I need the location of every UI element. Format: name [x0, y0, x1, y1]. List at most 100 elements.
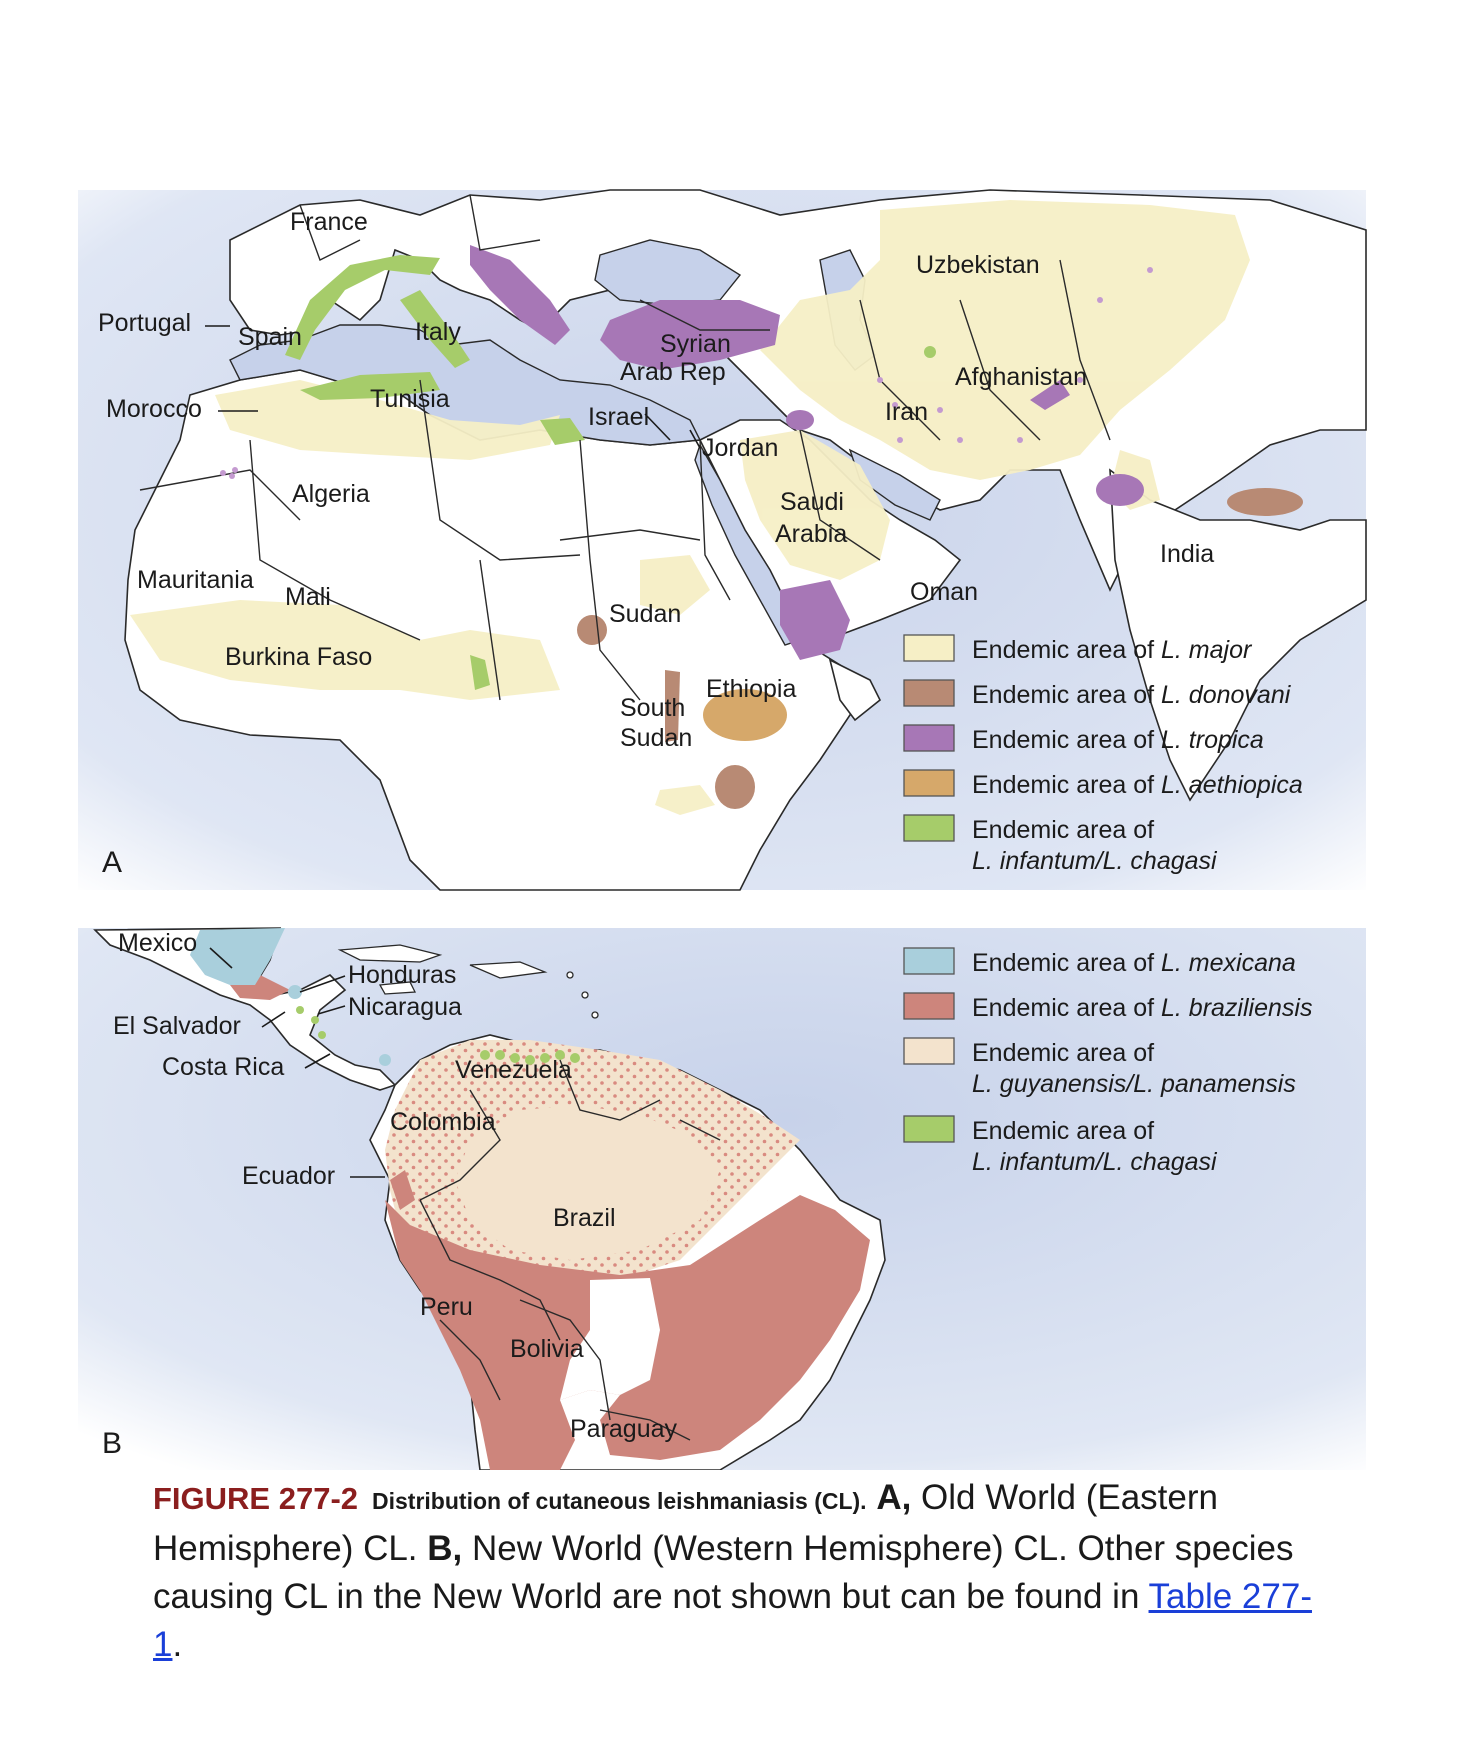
- figure-number: FIGURE 277-2: [153, 1481, 359, 1516]
- table-link[interactable]: Table 277-1: [153, 1577, 1312, 1664]
- legend-b-text-l-mexicana: Endemic area of L. mexicana: [972, 949, 1296, 977]
- endemic-l-braziliensis-north: [390, 1170, 415, 1210]
- label-jordan: Jordan: [702, 434, 778, 462]
- legend-b-text-l-infantum-species: L. infantum/L. chagasi: [972, 1148, 1218, 1176]
- borders-a: [139, 194, 1111, 701]
- figure-title: Distribution of cutaneous leishmaniasis …: [372, 1488, 867, 1514]
- label-el-salvador: El Salvador: [113, 1012, 241, 1040]
- label-sudan: Sudan: [609, 600, 681, 628]
- label-mexico: Mexico: [118, 929, 197, 957]
- legend-a-item-l-infantum: Endemic area of L. infantum/L. chagasi: [903, 814, 1218, 875]
- label-mauritania: Mauritania: [137, 566, 254, 594]
- leishmaniasis-maps: A France Portugal Spain Italy Morocco Tu…: [78, 189, 1367, 1470]
- label-oman: Oman: [910, 578, 978, 606]
- endemic-l-mexicana-spot: [379, 1054, 391, 1066]
- legend-a-text-l-tropica: Endemic area of L. tropica: [972, 726, 1264, 754]
- legend-a-text-l-aethiopica: Endemic area of L. aethiopica: [972, 771, 1303, 799]
- borders-b: [419, 1059, 721, 1441]
- label-syrian-arab-rep: Syrian Arab Rep: [620, 330, 731, 386]
- landmass-madagascar-horn: [828, 658, 882, 722]
- label-brazil: Brazil: [553, 1204, 616, 1232]
- legend-swatch: [903, 634, 955, 662]
- legend-b-text-l-guyanensis-species: L. guyanensis/L. panamensis: [972, 1070, 1296, 1098]
- legend-b-item-l-mexicana: Endemic area of L. mexicana: [903, 947, 1296, 977]
- label-afghanistan: Afghanistan: [955, 363, 1087, 391]
- legend-swatch: [903, 992, 955, 1020]
- label-ecuador: Ecuador: [242, 1162, 335, 1190]
- legend-a-item-l-tropica: Endemic area of L. tropica: [903, 724, 1264, 754]
- legend-swatch: [903, 814, 955, 842]
- label-algeria: Algeria: [292, 480, 370, 508]
- legend-swatch: [903, 1115, 955, 1143]
- label-india: India: [1160, 540, 1214, 568]
- label-honduras: Honduras: [348, 961, 456, 989]
- legend-swatch: [903, 679, 955, 707]
- legend-a-text-l-infantum: Endemic area of: [972, 816, 1154, 844]
- legend-b-text-l-guyanensis: Endemic area of: [972, 1039, 1154, 1067]
- legend-a-item-l-aethiopica: Endemic area of L. aethiopica: [903, 769, 1303, 799]
- legend-a-item-l-major: Endemic area of L. major: [903, 634, 1253, 664]
- caption-a-text: Old World (Eastern Hemisphere) CL.: [153, 1478, 1218, 1568]
- country-labels-a: France Portugal Spain Italy Morocco Tuni…: [98, 208, 1214, 752]
- interior-unaffected: [560, 1278, 660, 1400]
- label-costa-rica: Costa Rica: [162, 1053, 284, 1081]
- legend-swatch: [903, 724, 955, 752]
- country-labels-b: Mexico Honduras Nicaragua El Salvador Co…: [113, 929, 678, 1443]
- label-mali: Mali: [285, 583, 331, 611]
- label-morocco: Morocco: [106, 395, 202, 423]
- leader-lines-b: [209, 947, 385, 1178]
- figure-caption: FIGURE 277-2 Distribution of cutaneous le…: [153, 1474, 1323, 1669]
- caribbean-islands: [337, 944, 599, 1019]
- caption-end: .: [172, 1625, 183, 1664]
- label-ethiopia: Ethiopia: [706, 675, 796, 703]
- legend-b-item-l-braziliensis: Endemic area of L. braziliensis: [903, 992, 1312, 1022]
- panel-letter-a: A: [102, 846, 122, 879]
- label-portugal: Portugal: [98, 309, 191, 337]
- landmass-india: [1109, 468, 1367, 802]
- legend-a-text-l-infantum-species: L. infantum/L. chagasi: [972, 847, 1218, 875]
- legend-b-text-l-braziliensis: Endemic area of L. braziliensis: [972, 994, 1312, 1022]
- legend-swatch: [903, 1037, 955, 1065]
- label-saudi-arabia: Saudi Arabia: [775, 488, 847, 548]
- label-israel: Israel: [588, 403, 649, 431]
- legend-swatch: [903, 769, 955, 797]
- label-nicaragua: Nicaragua: [348, 993, 462, 1021]
- label-bolivia: Bolivia: [510, 1335, 584, 1363]
- legend-b-item-l-guyanensis: Endemic area of L. guyanensis/L. panamen…: [903, 1037, 1296, 1098]
- label-paraguay: Paraguay: [570, 1415, 678, 1443]
- label-peru: Peru: [420, 1293, 473, 1321]
- endemic-l-tropica: [470, 245, 1144, 660]
- label-colombia: Colombia: [390, 1108, 496, 1136]
- label-tunisia: Tunisia: [370, 385, 450, 413]
- caption-b-text: New World (Western Hemisphere) CL. Other…: [153, 1529, 1294, 1616]
- legend-a-text-l-major: Endemic area of L. major: [972, 636, 1253, 664]
- label-iran: Iran: [885, 398, 928, 426]
- endemic-l-mexicana-spot: [288, 985, 302, 999]
- endemic-l-guyanensis-plain: [455, 1105, 720, 1260]
- label-venezuela: Venezuela: [455, 1056, 572, 1084]
- legend-a: Endemic area of L. major Endemic area of…: [903, 634, 1303, 875]
- endemic-l-major: [130, 200, 1250, 815]
- label-south-sudan: South Sudan: [620, 694, 692, 752]
- label-france: France: [290, 208, 368, 236]
- label-italy: Italy: [415, 318, 461, 346]
- endemic-l-aethiopica: [703, 689, 787, 741]
- caption-b-label: B,: [427, 1529, 463, 1568]
- endemic-l-infantum-b: [296, 1006, 580, 1065]
- label-spain: Spain: [238, 323, 302, 351]
- map-panel-a: A France Portugal Spain Italy Morocco Tu…: [78, 189, 1367, 1432]
- legend-b: Endemic area of L. mexicana Endemic area…: [903, 947, 1312, 1176]
- leader-lines-a: [205, 325, 701, 449]
- caption-a-label: A,: [876, 1478, 912, 1517]
- legend-swatch: [903, 947, 955, 975]
- endemic-l-mexicana: [190, 928, 285, 985]
- label-uzbekistan: Uzbekistan: [916, 251, 1040, 279]
- speckle-dots-a: [220, 267, 1153, 479]
- endemic-l-donovani: [577, 488, 1303, 809]
- label-burkina-faso: Burkina Faso: [225, 643, 372, 671]
- legend-b-item-l-infantum: Endemic area of L. infantum/L. chagasi: [903, 1115, 1218, 1176]
- legend-b-text-l-infantum: Endemic area of: [972, 1117, 1154, 1145]
- map-panel-b: B Mexico Honduras Nicaragua El Salvador …: [78, 927, 1366, 1470]
- legend-a-item-l-donovani: Endemic area of L. donovani: [903, 679, 1292, 709]
- panel-letter-b: B: [102, 1427, 122, 1460]
